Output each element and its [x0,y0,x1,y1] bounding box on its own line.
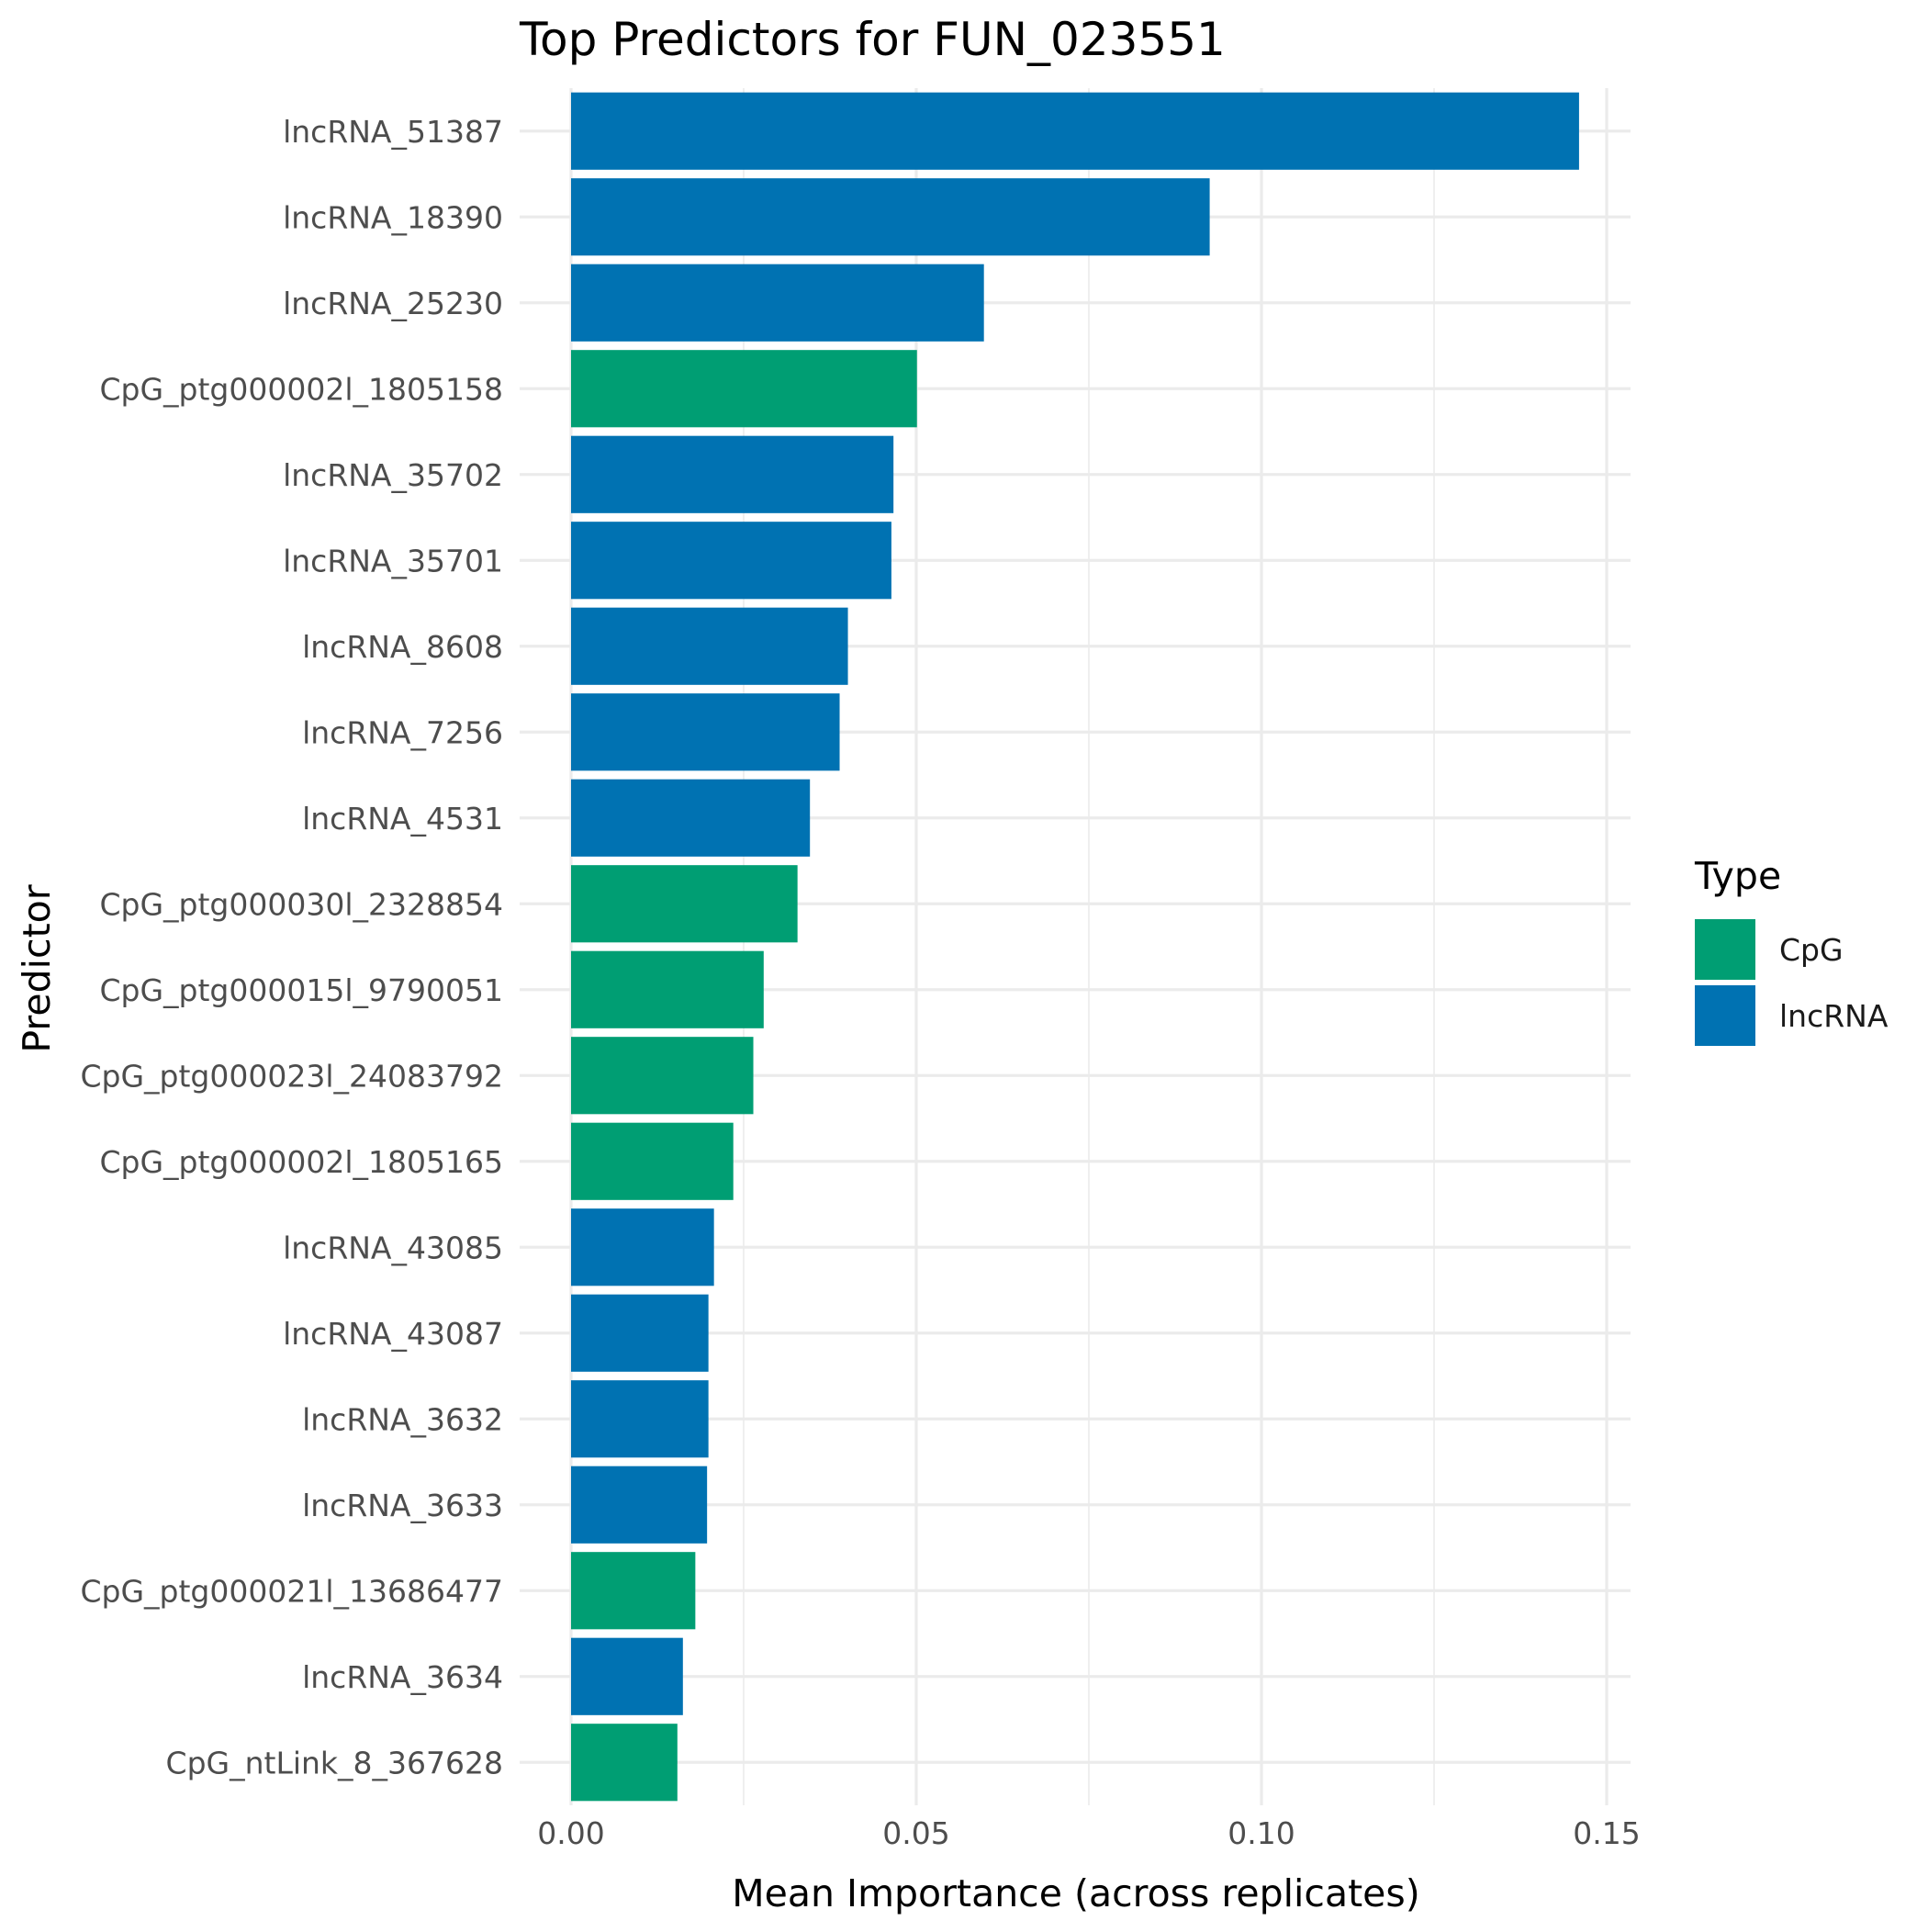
x-tick-label: 0.15 [1573,1815,1640,1851]
bar [571,1208,714,1286]
legend-label: lncRNA [1779,998,1889,1034]
bar [571,865,798,943]
legend-title: Type [1694,854,1781,898]
y-tick-label: lncRNA_35702 [283,457,503,493]
bar [571,1552,696,1630]
bar [571,1466,708,1544]
legend: Type CpG lncRNA [1694,854,1889,1046]
bar [571,178,1210,256]
y-tick-label: lncRNA_3634 [302,1659,503,1695]
y-tick-label: lncRNA_51387 [283,114,503,150]
y-axis-title: Predictor [15,884,59,1052]
y-tick-label: CpG_ptg000015l_9790051 [99,972,503,1008]
y-tick-label: lncRNA_3633 [302,1488,503,1523]
x-tick-label: 0.10 [1227,1815,1295,1851]
bar [571,950,764,1028]
y-tick-label: CpG_ptg000023l_24083792 [80,1058,503,1094]
y-tick-label: lncRNA_3632 [302,1401,503,1437]
bar [571,264,984,342]
y-tick-label: lncRNA_43085 [283,1230,503,1265]
y-tick-label: CpG_ptg000021l_13686477 [80,1573,503,1609]
x-axis-title: Mean Importance (across replicates) [732,1871,1420,1915]
y-tick-label: CpG_ntLink_8_367628 [166,1745,503,1780]
legend-label: CpG [1779,932,1844,968]
bar [571,92,1579,170]
y-tick-label: lncRNA_25230 [283,286,503,321]
bar [571,435,894,513]
bar [571,693,840,771]
legend-swatch-lncrna [1695,985,1755,1046]
bar [571,1037,754,1115]
bar [571,1122,734,1200]
y-tick-label: lncRNA_35701 [283,543,503,578]
bar [571,350,917,428]
y-axis: lncRNA_51387 lncRNA_18390 lncRNA_25230 CpG_… [80,114,503,1781]
x-tick-label: 0.00 [537,1815,604,1851]
grid-layer [520,88,1631,1805]
y-tick-label: CpG_ptg000030l_2328854 [99,886,503,922]
x-tick-label: 0.05 [882,1815,949,1851]
y-tick-label: lncRNA_7256 [302,714,503,750]
bar [571,522,891,600]
bar [571,607,848,685]
bar [571,1637,683,1715]
bar [571,1724,678,1802]
y-tick-label: CpG_ptg000002l_1805165 [99,1144,503,1180]
bar-layer [571,92,1579,1802]
legend-entries: CpG lncRNA [1695,919,1889,1046]
x-axis: 0.00 0.05 0.10 0.15 [537,1815,1640,1851]
y-tick-label: CpG_ptg000002l_1805158 [99,371,503,407]
chart-title: Top Predictors for FUN_023551 [519,13,1226,66]
bar [571,1294,709,1372]
bar [571,1380,709,1458]
y-tick-label: lncRNA_18390 [283,199,503,235]
y-tick-label: lncRNA_43087 [283,1316,503,1352]
y-tick-label: lncRNA_4531 [302,801,503,837]
bar [571,779,811,857]
y-tick-label: lncRNA_8608 [302,629,503,665]
legend-swatch-cpg [1695,919,1755,980]
